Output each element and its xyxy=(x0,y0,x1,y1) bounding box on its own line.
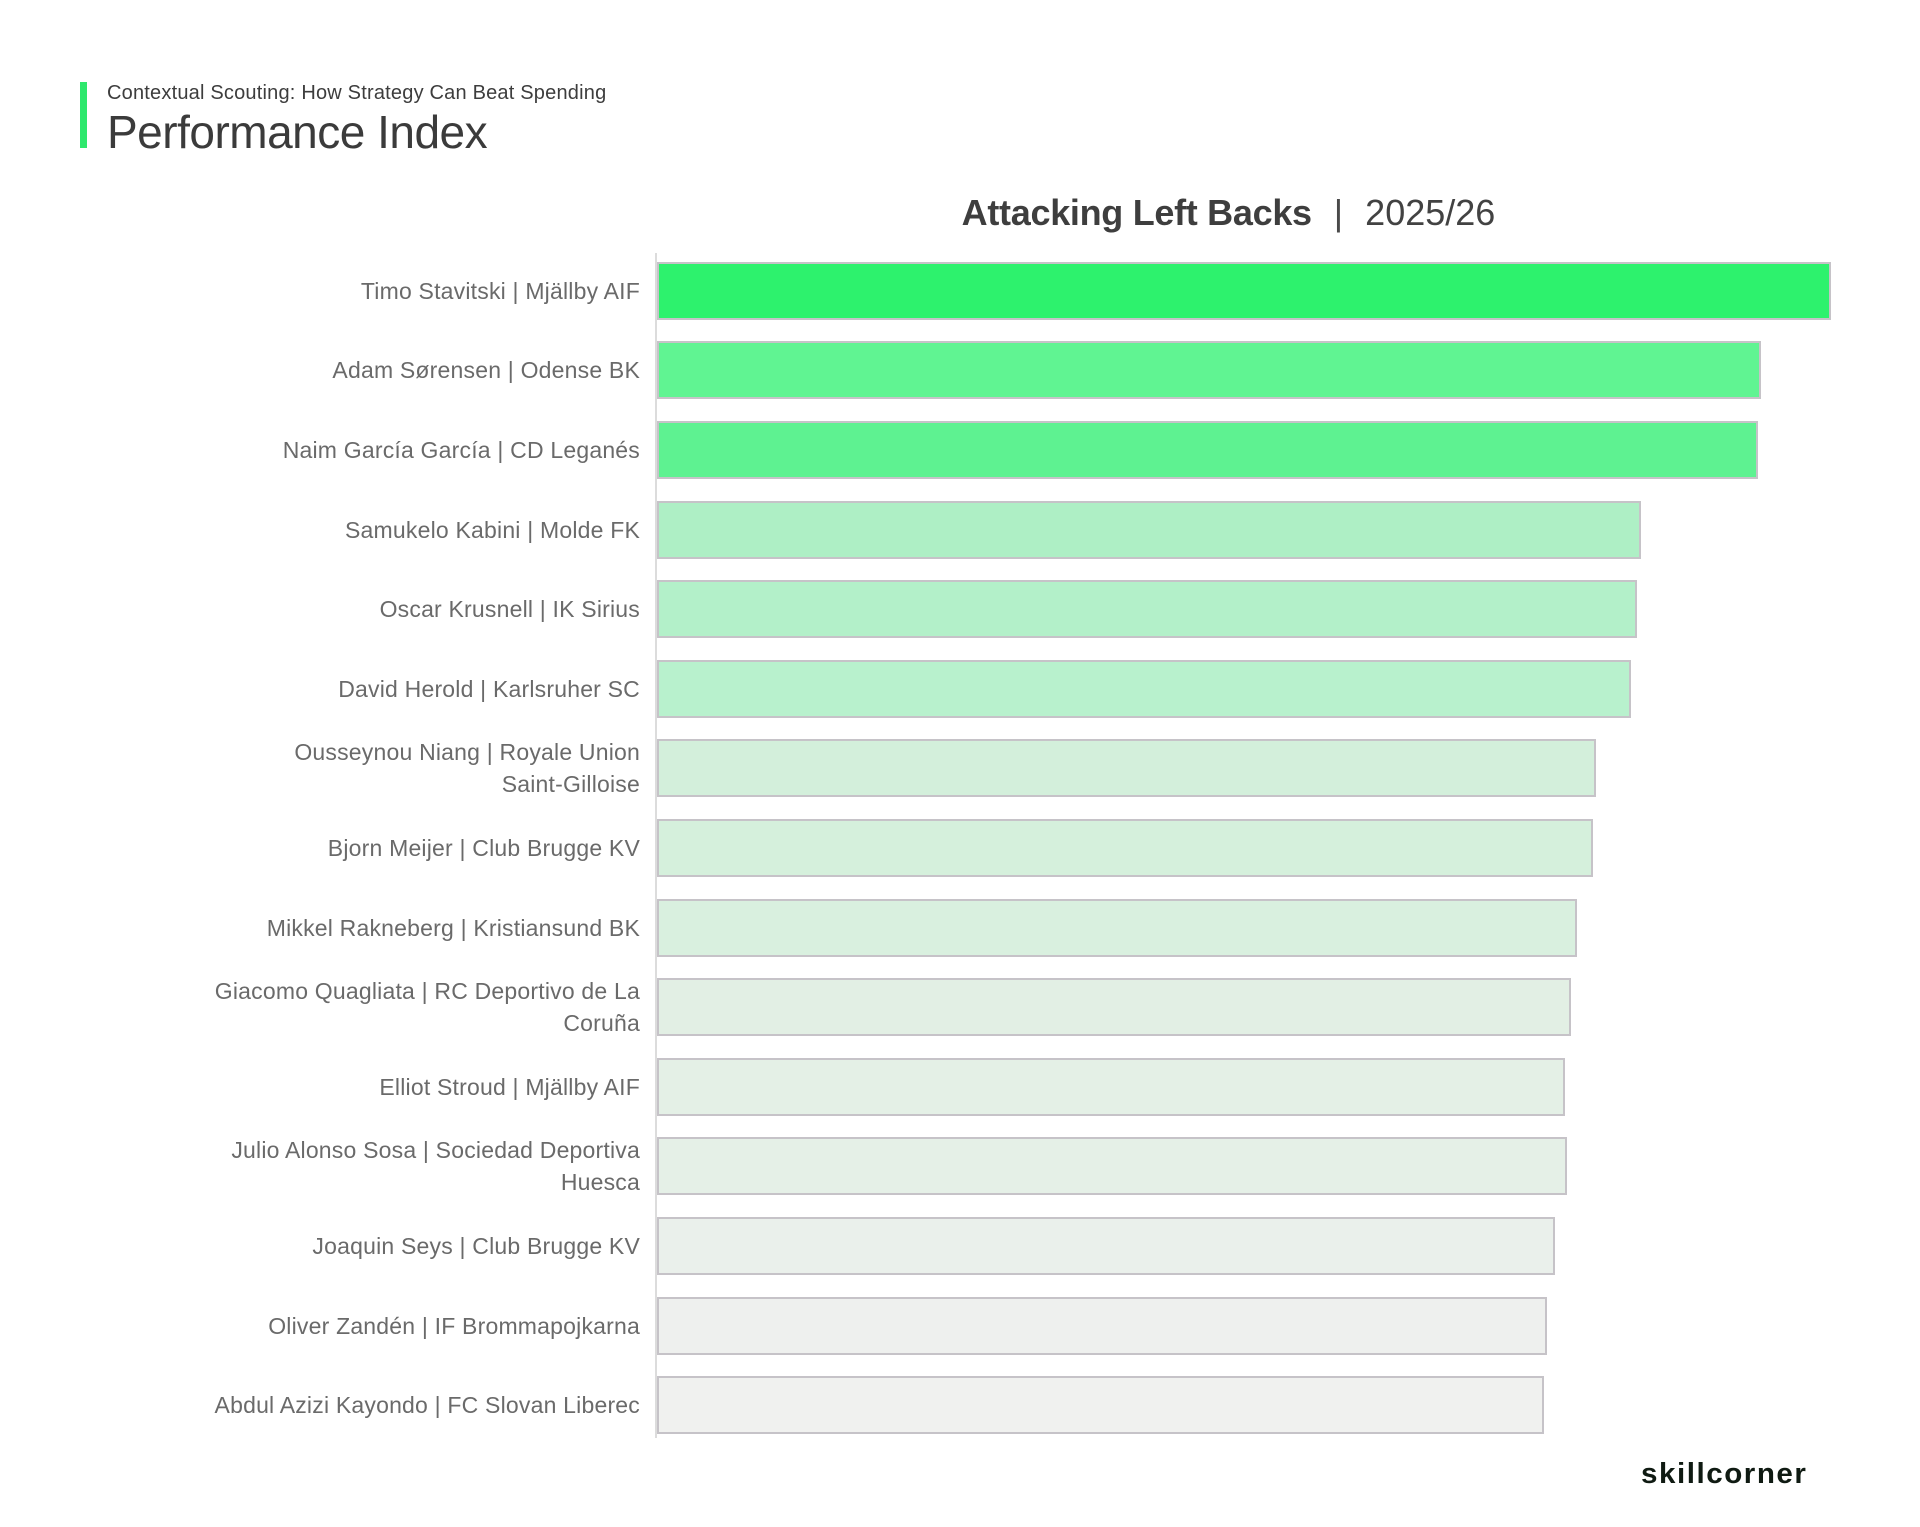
skillcorner-logo: skillcorner xyxy=(1641,1458,1808,1490)
player-label-line: Oscar Krusnell | IK Sirius xyxy=(379,596,640,623)
player-label: Joaquin Seys | Club Brugge KV xyxy=(80,1230,640,1262)
bar-row: Elliot Stroud | Mjällby AIF xyxy=(80,1047,1890,1127)
player-label-line: Saint-Gilloise xyxy=(501,771,640,798)
player-label-line: Timo Stavitski | Mjällby AIF xyxy=(360,277,640,304)
performance-bar xyxy=(657,1137,1567,1196)
performance-bar xyxy=(657,898,1578,957)
chart-title-season: 2025/26 xyxy=(1365,192,1496,233)
kicker-text: Contextual Scouting: How Strategy Can Be… xyxy=(107,82,607,104)
page-title: Performance Index xyxy=(107,106,488,158)
player-label: Naim García García | CD Leganés xyxy=(80,434,640,466)
player-label: Bjorn Meijer | Club Brugge KV xyxy=(80,832,640,864)
y-axis-line xyxy=(655,253,657,1438)
player-label-line: Coruña xyxy=(563,1010,640,1037)
player-label-line: Mikkel Rakneberg | Kristiansund BK xyxy=(266,914,640,941)
player-label-line: Elliot Stroud | Mjällby AIF xyxy=(379,1073,640,1100)
player-label: Elliot Stroud | Mjällby AIF xyxy=(80,1071,640,1103)
performance-bar xyxy=(657,500,1642,559)
bar-row: Joaquin Seys | Club Brugge KV xyxy=(80,1206,1890,1286)
page-header: Contextual Scouting: How Strategy Can Be… xyxy=(80,80,606,155)
player-label: Oliver Zandén | IF Brommapojkarna xyxy=(80,1310,640,1342)
chart-title: Attacking Left Backs | 2025/26 xyxy=(657,192,1800,234)
performance-bar xyxy=(657,261,1831,320)
player-label: Oscar Krusnell | IK Sirius xyxy=(80,593,640,625)
chart-title-separator: | xyxy=(1333,192,1344,233)
player-label-line: Oliver Zandén | IF Brommapojkarna xyxy=(268,1312,640,1339)
chart-title-main: Attacking Left Backs xyxy=(961,192,1312,233)
bar-row: David Herold | Karlsruher SC xyxy=(80,649,1890,729)
performance-bar xyxy=(657,420,1759,479)
performance-bar xyxy=(657,659,1631,718)
player-label-line: Giacomo Quagliata | RC Deportivo de La xyxy=(214,978,640,1005)
player-label: Timo Stavitski | Mjällby AIF xyxy=(80,275,640,307)
bar-row: Ousseynou Niang | Royale Union Saint-Gill… xyxy=(80,729,1890,809)
player-label-line: Ousseynou Niang | Royale Union xyxy=(294,739,640,766)
header-text-block: Contextual Scouting: How Strategy Can Be… xyxy=(107,80,606,155)
player-label: Mikkel Rakneberg | Kristiansund BK xyxy=(80,912,640,944)
player-label-line: Julio Alonso Sosa | Sociedad Deportiva xyxy=(231,1137,640,1164)
player-label-line: Adam Sørensen | Odense BK xyxy=(332,357,640,384)
bar-row: Bjorn Meijer | Club Brugge KV xyxy=(80,808,1890,888)
player-label: Giacomo Quagliata | RC Deportivo de La Co… xyxy=(80,975,640,1039)
bar-row: Oliver Zandén | IF Brommapojkarna xyxy=(80,1286,1890,1366)
bar-row: Adam Sørensen | Odense BK xyxy=(80,331,1890,411)
performance-bar xyxy=(657,1216,1555,1275)
performance-bar xyxy=(657,739,1596,798)
player-label: Julio Alonso Sosa | Sociedad Deportiva Hu… xyxy=(80,1134,640,1198)
performance-bar xyxy=(657,1057,1566,1116)
bar-chart: Timo Stavitski | Mjällby AIF Adam Sørense… xyxy=(80,251,1890,1445)
player-label-line: Naim García García | CD Leganés xyxy=(282,436,640,463)
player-label-line: Huesca xyxy=(560,1169,640,1196)
performance-bar xyxy=(657,341,1761,400)
player-label: Adam Sørensen | Odense BK xyxy=(80,354,640,386)
bar-row: Samukelo Kabini | Molde FK xyxy=(80,490,1890,570)
bar-row: Giacomo Quagliata | RC Deportivo de La Co… xyxy=(80,967,1890,1047)
player-label-line: David Herold | Karlsruher SC xyxy=(338,675,640,702)
performance-bar xyxy=(657,1296,1547,1355)
bar-row: Timo Stavitski | Mjällby AIF xyxy=(80,251,1890,331)
player-label-line: Joaquin Seys | Club Brugge KV xyxy=(312,1232,640,1259)
player-label: Ousseynou Niang | Royale Union Saint-Gill… xyxy=(80,736,640,800)
player-label-line: Bjorn Meijer | Club Brugge KV xyxy=(327,834,640,861)
bar-row: Oscar Krusnell | IK Sirius xyxy=(80,569,1890,649)
bar-row: Abdul Azizi Kayondo | FC Slovan Liberec xyxy=(80,1365,1890,1445)
player-label-line: Abdul Azizi Kayondo | FC Slovan Liberec xyxy=(214,1392,640,1419)
bar-row: Julio Alonso Sosa | Sociedad Deportiva Hu… xyxy=(80,1127,1890,1207)
performance-bar xyxy=(657,1376,1545,1435)
performance-bar xyxy=(657,580,1637,639)
bar-row: Naim García García | CD Leganés xyxy=(80,410,1890,490)
player-label: Samukelo Kabini | Molde FK xyxy=(80,514,640,546)
player-label: David Herold | Karlsruher SC xyxy=(80,673,640,705)
player-label-line: Samukelo Kabini | Molde FK xyxy=(345,516,640,543)
accent-bar xyxy=(80,82,87,148)
performance-bar xyxy=(657,978,1572,1037)
player-label: Abdul Azizi Kayondo | FC Slovan Liberec xyxy=(80,1389,640,1421)
bar-row: Mikkel Rakneberg | Kristiansund BK xyxy=(80,888,1890,968)
performance-bar xyxy=(657,818,1594,877)
